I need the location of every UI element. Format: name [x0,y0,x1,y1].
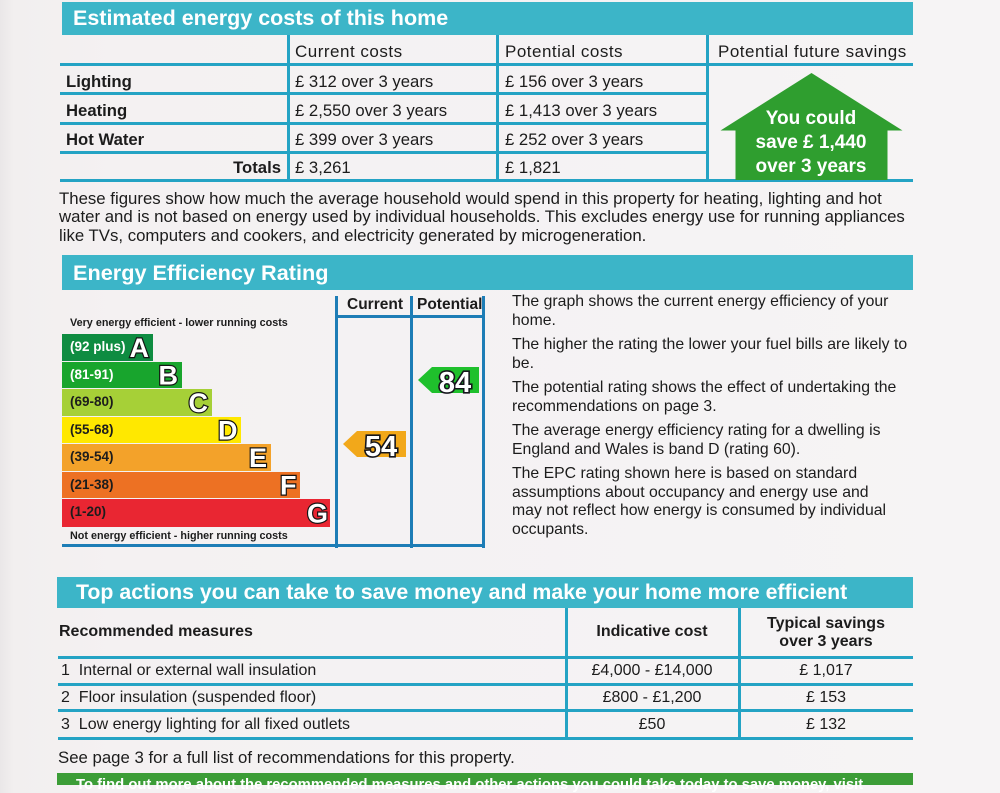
svg-text:F: F [280,471,297,501]
svg-text:A: A [130,334,150,363]
svg-text:B: B [159,361,179,391]
svg-text:D: D [218,416,238,446]
svg-text:C: C [189,388,209,418]
svg-text:54: 54 [365,431,397,463]
svg-text:G: G [307,499,328,528]
svg-text:E: E [249,443,267,473]
svg-text:84: 84 [439,367,471,399]
